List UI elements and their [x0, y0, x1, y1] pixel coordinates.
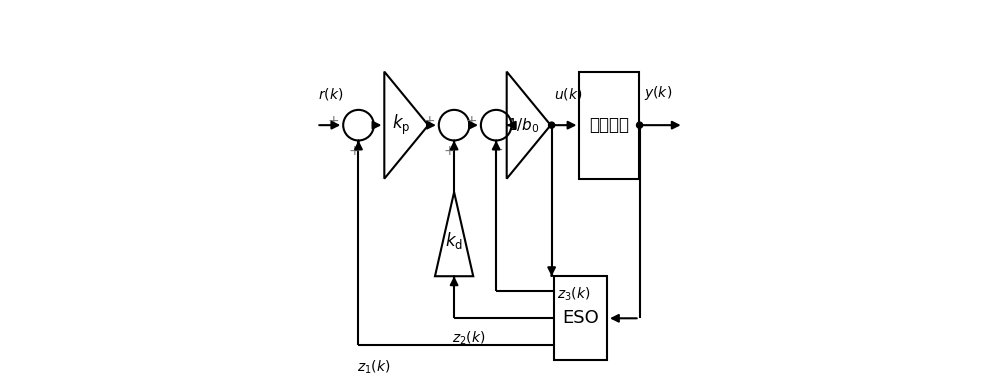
Text: ESO: ESO: [562, 309, 599, 327]
Bar: [554, 276, 607, 360]
Text: $z_2(k)$: $z_2(k)$: [452, 330, 486, 347]
Text: $1/b_0$: $1/b_0$: [507, 116, 540, 135]
Text: −: −: [492, 142, 504, 156]
Text: $r(k)$: $r(k)$: [318, 86, 344, 102]
Text: +: +: [423, 114, 435, 128]
Text: +: +: [465, 114, 477, 128]
Text: +: +: [444, 144, 455, 158]
Text: +: +: [348, 144, 360, 158]
Text: +: +: [328, 114, 339, 128]
Circle shape: [637, 122, 643, 128]
Circle shape: [549, 122, 555, 128]
Text: $k_{\rm p}$: $k_{\rm p}$: [392, 113, 410, 137]
Text: $y(k)$: $y(k)$: [644, 84, 673, 102]
Bar: [579, 72, 639, 179]
Text: $z_3(k)$: $z_3(k)$: [557, 286, 591, 303]
Text: $u(k)$: $u(k)$: [554, 86, 583, 102]
Text: $k_{\rm d}$: $k_{\rm d}$: [445, 230, 463, 251]
Text: 被控对象: 被控对象: [589, 116, 629, 134]
Text: $z_1(k)$: $z_1(k)$: [357, 359, 390, 376]
